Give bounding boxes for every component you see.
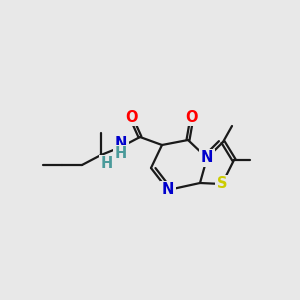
Text: N: N — [201, 151, 213, 166]
Text: S: S — [217, 176, 227, 191]
Text: N: N — [162, 182, 174, 197]
Text: H: H — [115, 146, 127, 161]
Text: N: N — [115, 136, 127, 151]
Text: O: O — [186, 110, 198, 124]
Text: O: O — [125, 110, 137, 124]
Text: H: H — [101, 157, 113, 172]
